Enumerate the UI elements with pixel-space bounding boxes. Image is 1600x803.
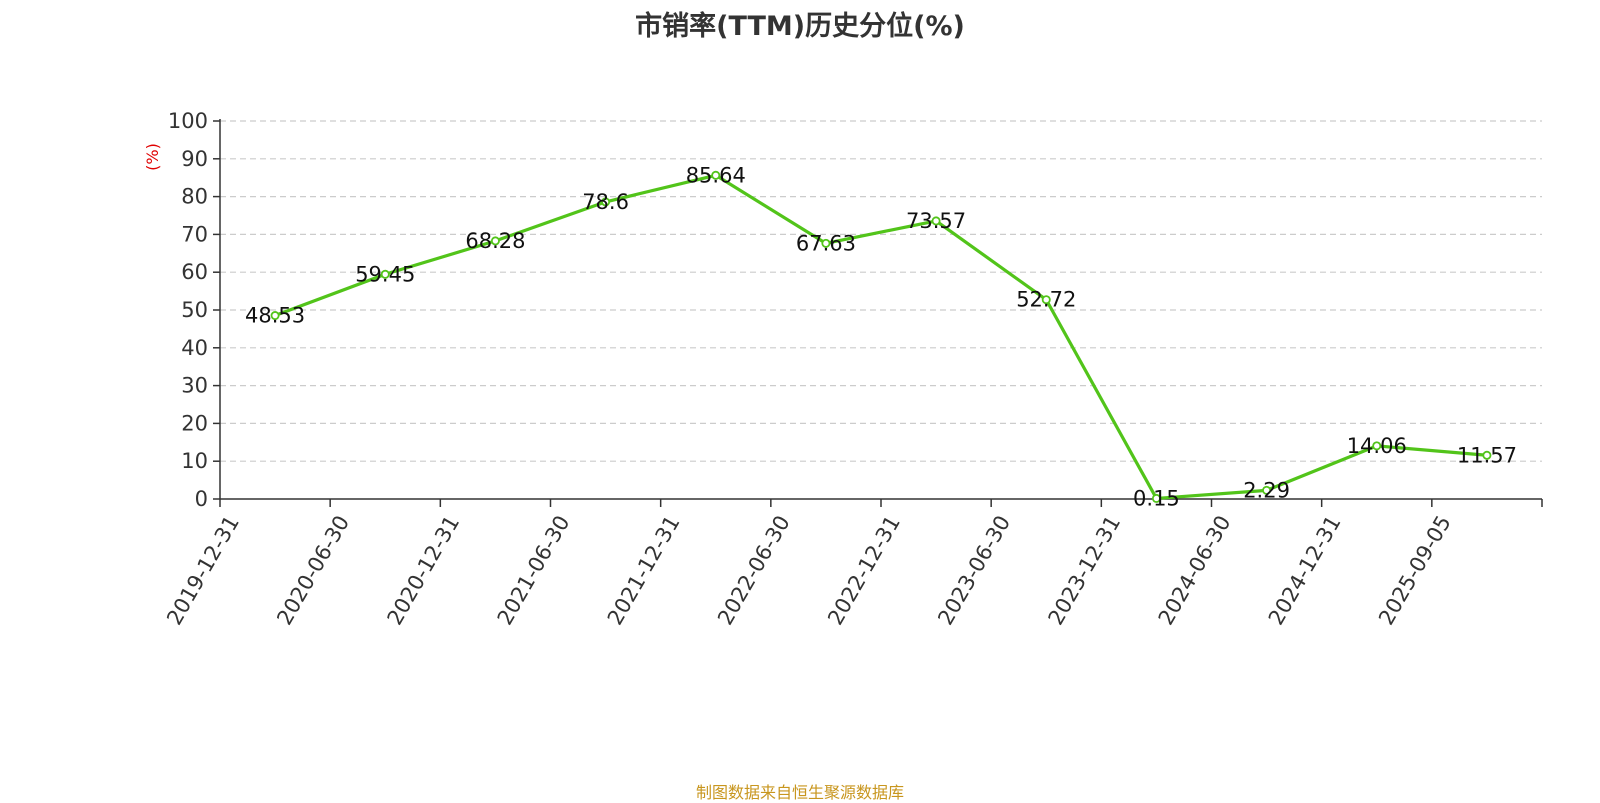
x-tick-label: 2019-12-31 <box>162 511 244 629</box>
data-point <box>711 170 721 180</box>
x-tick-label: 2022-12-31 <box>823 511 905 629</box>
y-axis-unit-label: (%) <box>143 143 162 171</box>
x-tick-label: 2024-12-31 <box>1264 511 1346 629</box>
data-point <box>380 269 390 279</box>
source-note: 制图数据来自恒生聚源数据库 <box>695 783 904 802</box>
data-label: 85.64 <box>686 163 746 187</box>
data-point <box>1262 485 1272 495</box>
chart-title: 市销率(TTM)历史分位(%) <box>635 11 965 42</box>
x-tick-label: 2024-06-30 <box>1154 511 1236 629</box>
data-point <box>490 236 500 246</box>
y-tick-label: 20 <box>181 411 208 435</box>
data-label: 14.06 <box>1347 434 1407 458</box>
x-tick-label: 2021-06-30 <box>493 511 575 629</box>
data-label: 68.28 <box>465 229 525 253</box>
y-tick-label: 0 <box>195 487 208 511</box>
data-label: 73.57 <box>906 209 966 233</box>
data-label: 78.6 <box>582 190 629 214</box>
y-tick-label: 30 <box>181 374 208 398</box>
data-point <box>1372 441 1382 451</box>
data-label: 59.45 <box>355 262 415 286</box>
data-point <box>601 197 611 207</box>
data-label: 11.57 <box>1457 443 1517 467</box>
series <box>270 170 1492 503</box>
y-tick-label: 40 <box>181 336 208 360</box>
y-tick-label: 50 <box>181 298 208 322</box>
axes: 0 10 20 30 40 50 60 70 80 90 100 2019-12-31 2020-06-… <box>162 109 1543 629</box>
data-label: 67.63 <box>796 231 856 255</box>
y-tick-label: 80 <box>181 185 208 209</box>
x-tick-label: 2023-12-31 <box>1043 511 1125 629</box>
x-tick-label: 2025-09-05 <box>1374 511 1456 629</box>
x-tick-label: 2022-06-30 <box>713 511 795 629</box>
x-tick-label: 2023-06-30 <box>933 511 1015 629</box>
y-tick-label: 90 <box>181 147 208 171</box>
data-labels: 48.53 59.45 68.28 78.6 85.64 67.63 73.57 52.72 0… <box>245 163 1517 510</box>
data-point <box>1151 493 1161 503</box>
data-point <box>1482 450 1492 460</box>
data-label: 2.29 <box>1243 478 1290 502</box>
data-label: 0.15 <box>1133 486 1180 510</box>
y-tick-label: 10 <box>181 449 208 473</box>
data-label: 52.72 <box>1016 288 1076 312</box>
grid-lines <box>220 120 1542 462</box>
data-point <box>1041 295 1051 305</box>
data-point <box>931 216 941 226</box>
y-tick-label: 100 <box>168 109 208 133</box>
data-point <box>821 238 831 248</box>
y-tick-label: 60 <box>181 260 208 284</box>
data-label: 48.53 <box>245 304 305 328</box>
x-tick-label: 2020-12-31 <box>382 511 464 629</box>
x-tick-label: 2020-06-30 <box>272 511 354 629</box>
series-line <box>274 173 1488 501</box>
x-tick-label: 2021-12-31 <box>603 511 685 629</box>
y-tick-label: 70 <box>181 222 208 246</box>
data-point <box>270 311 280 321</box>
